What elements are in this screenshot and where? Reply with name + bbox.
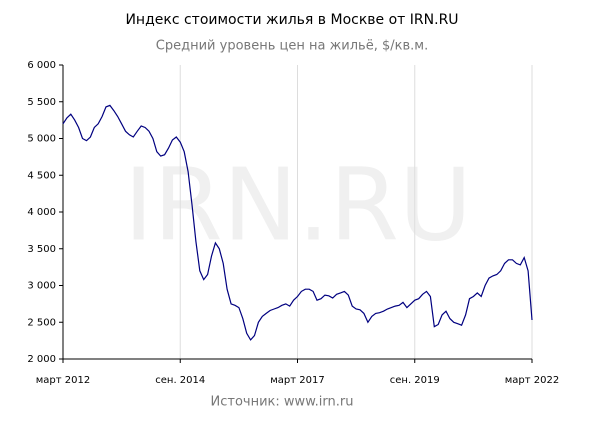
chart-subtitle: Средний уровень цен на жильё, $/кв.м. [156, 39, 428, 54]
y-tick-label: 2 500 [27, 317, 56, 328]
x-tick-label: сен. 2014 [155, 375, 205, 386]
y-tick-label: 5 000 [27, 134, 56, 145]
x-tick-label: март 2017 [270, 375, 324, 386]
source: Источник: www.irn.ru [211, 395, 354, 410]
y-tick-label: 3 000 [27, 281, 56, 292]
data-line [62, 104, 533, 341]
y-tick-label: 2 000 [27, 354, 56, 365]
x-tick-label: март 2012 [36, 375, 90, 386]
y-tick-label: 6 000 [27, 60, 56, 71]
y-tick-label: 4 000 [27, 207, 56, 218]
x-tick-label: март 2022 [505, 375, 559, 386]
chart-title: Индекс стоимости жилья в Москве от IRN.R… [125, 12, 458, 28]
y-tick-label: 4 500 [27, 170, 56, 181]
x-tick-label: сен. 2019 [390, 375, 440, 386]
y-tick-label: 5 500 [27, 97, 56, 108]
y-tick-label: 3 500 [27, 244, 56, 255]
